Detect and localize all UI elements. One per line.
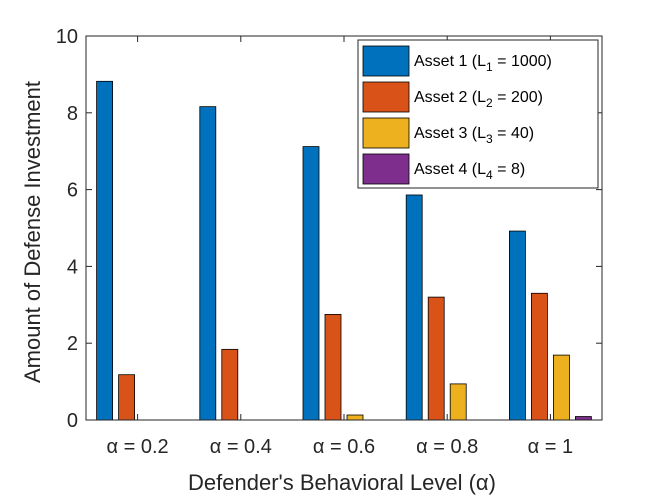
bar-2-4 [427, 296, 445, 421]
legend-swatch-3 [362, 117, 410, 149]
bar-1-1 [96, 80, 113, 421]
y-tick-label: 10 [56, 26, 78, 48]
x-tick-label: α = 1 [528, 436, 573, 458]
axes-layer: 0 2 4 6 8 10 α = 0.2 α = 0.4 α = 0.6 α = 0.8 α = 1 [56, 26, 603, 458]
legend-label-1: Asset 1 (L1 = 1000) [414, 53, 552, 74]
legend-label-4: Asset 4 (L4 = 8) [414, 161, 525, 182]
bar-3-4 [449, 383, 467, 421]
y-tick-label: 4 [67, 256, 78, 278]
bar-1-5 [508, 230, 526, 421]
x-tick-label: α = 0.8 [416, 436, 478, 458]
bar-2-1 [118, 374, 135, 421]
legend: Asset 1 (L1 = 1000) Asset 2 (L2 = 200) Ass… [357, 39, 599, 189]
legend-swatch-1 [362, 45, 410, 77]
y-tick-label: 6 [67, 180, 78, 202]
legend-swatch-4 [362, 153, 410, 185]
legend-label-3: Asset 3 (L3 = 40) [414, 125, 534, 146]
x-tick-label: α = 0.4 [210, 436, 272, 458]
y-tick-label: 0 [67, 410, 78, 432]
bar-2-2 [221, 348, 239, 421]
bar-1-3 [302, 146, 320, 421]
legend-swatch-2 [362, 81, 410, 113]
bar-1-2 [199, 106, 217, 421]
legend-label-2: Asset 2 (L2 = 200) [414, 89, 543, 110]
bar-3-5 [553, 354, 570, 421]
bar-4-5 [575, 416, 592, 421]
y-tick-label: 2 [67, 333, 78, 355]
bar-2-5 [531, 292, 548, 421]
x-axis-title: Defender's Behavioral Level (α) [188, 470, 496, 495]
bar-1-4 [405, 194, 423, 421]
y-tick-label: 8 [67, 103, 78, 125]
bar-2-3 [324, 313, 342, 421]
y-axis-title: Amount of Defense Investment [20, 81, 45, 383]
bars-layer [96, 80, 592, 421]
x-tick-label: α = 0.2 [107, 436, 169, 458]
bar-3-3 [346, 414, 364, 421]
x-tick-label: α = 0.6 [313, 436, 375, 458]
